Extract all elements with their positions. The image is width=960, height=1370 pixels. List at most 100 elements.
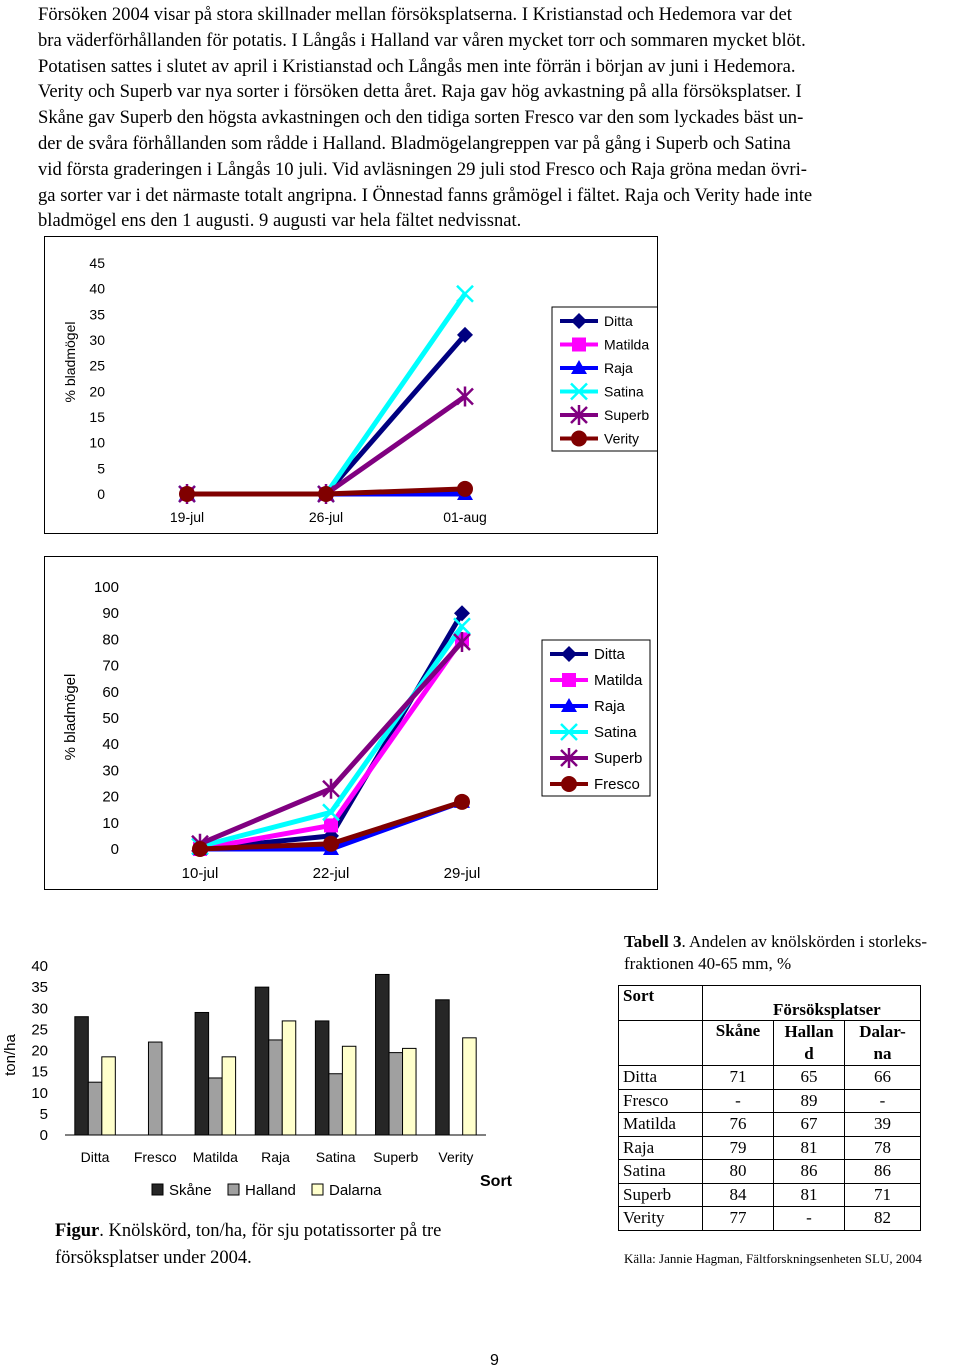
bar-skane [375,973,390,1136]
legend-label: Satina [594,724,637,741]
y-tick-label: 100 [94,579,119,596]
paragraph-line: bladmögel ens den 1 augusti. 9 augusti v… [38,210,522,232]
col-header-skane: Skåne [702,1020,774,1066]
legend-item-fresco: Fresco [550,776,640,793]
x-tick-label: Matilda [193,1149,238,1165]
paragraph-line: der de svåra förhållanden som rådde i Ha… [38,132,791,154]
y-axis-label: ton/ha [2,1033,19,1075]
bar-skane [254,986,270,1136]
x-tick-label: 29-jul [444,865,481,882]
cell-value: - [844,1088,921,1113]
legend-label: Raja [594,698,626,715]
x-tick-label: 01-aug [443,509,487,525]
series-ditta [179,326,473,502]
cell-value: 78 [844,1135,921,1160]
y-tick-label: 70 [102,658,119,675]
legend-item-matilda: Matilda [560,337,649,353]
row-sort-name: Satina [618,1159,703,1184]
table-row: Ditta 71 65 66 [618,1065,921,1090]
row-sort-name: Raja [618,1135,703,1160]
cell-value: 81 [773,1135,845,1160]
table-title-text: . Andelen av knölskörden i storleks-frak… [624,932,927,973]
bar-skane [74,1016,89,1136]
y-tick-label: 90 [102,605,119,622]
legend-label: Matilda [594,672,643,689]
table-row: Superb 84 81 71 [618,1182,921,1207]
bar-skane [194,1011,210,1136]
y-axis-label: % bladmögel [62,674,79,761]
y-tick-label: 10 [89,435,105,451]
bar-halland [147,1041,163,1136]
paragraph-line: bra väderförhållanden för potatis. I Lån… [38,29,806,51]
legend-item-matilda: Matilda [550,672,643,689]
yield-bar-chart-svg: 0 5 10 15 20 25 30 35 40 ton/ha Ditta Fresco Matilda… [2,958,513,1199]
data-point [454,793,470,810]
data-point [322,803,340,822]
series-matilda [193,632,469,856]
data-point [192,841,208,857]
legend-label: Ditta [594,646,626,663]
data-point [456,386,474,407]
y-tick-label: 10 [31,1085,48,1102]
data-point [456,284,474,303]
row-sort-name: Ditta [618,1065,703,1090]
blight-chart-2-svg: 0 10 20 30 40 50 60 70 80 90 100 % bladmögel 10-jul 2… [62,579,651,882]
series-line [187,292,468,497]
data-point [453,617,471,636]
y-tick-label: 10 [102,815,119,832]
yield-bar-chart: 0 5 10 15 20 25 30 35 40 ton/ha Ditta Fresco Matilda… [0,930,530,1215]
paragraph-line: Verity och Superb var nya sorter i försö… [38,81,802,103]
table-source: Källa: Jannie Hagman, Fältforskningsenhe… [624,1251,922,1266]
series-fresco [192,793,470,857]
y-tick-label: 45 [89,255,105,271]
row-sort-name: Superb [618,1182,703,1207]
legend-label: Verity [604,431,639,447]
table-title-label: Tabell 3 [624,932,682,951]
table-row: Matilda 76 67 39 [618,1112,921,1137]
cell-value: 80 [702,1159,774,1184]
legend-swatch-marker [571,430,587,447]
size-fraction-table: Sort Försöksplatser Skåne Hallan d Dalar… [618,985,921,1231]
y-tick-label: 35 [89,306,105,322]
y-tick-label: 20 [89,383,105,399]
legend-swatch [311,1183,324,1196]
y-tick-label: 80 [102,631,119,648]
cell-value: 71 [844,1182,921,1207]
page-number: 9 [490,1352,499,1369]
legend-item-verity: Verity [560,430,639,447]
y-tick-label: 15 [31,1064,48,1081]
y-tick-label: 30 [102,762,119,779]
legend-label: Raja [604,360,633,376]
y-tick-label: 5 [40,1106,48,1123]
legend-label: Halland [245,1182,296,1199]
paragraph-line: Potatisen sattes i slutet av april i Kri… [38,55,796,77]
row-sort-name: Fresco [618,1088,703,1113]
col-header-group: Försöksplatser [702,985,921,1021]
table-row: Fresco -89- [618,1088,921,1113]
blight-chart-2: 0 10 20 30 40 50 60 70 80 90 100 % bladmögel 10-jul 2… [44,556,658,890]
figure-caption-text: . Knölskörd, ton/ha, för sju potatissort… [55,1221,442,1268]
paragraph-line: Försöken 2004 visar på stora skillnader … [38,4,792,25]
series-line [187,394,467,497]
x-tick-label: Satina [316,1149,356,1165]
data-point [324,818,338,833]
bar-halland [208,1077,223,1136]
y-tick-label: 15 [89,409,105,425]
bar-dalarna [341,1045,357,1136]
data-point [457,480,473,497]
legend-label: Superb [604,407,649,423]
y-tick-label: 20 [102,789,119,806]
legend-swatch-marker [561,698,577,712]
legend-label: Fresco [594,776,640,793]
legend-item-raja: Raja [550,698,626,715]
x-tick-label: Ditta [81,1149,110,1165]
data-point [453,632,471,653]
legend-swatch-marker [561,776,577,792]
table-row: Verity 77-82 [618,1206,921,1231]
cell-value: 79 [702,1135,774,1160]
x-tick-label: 22-jul [313,865,350,882]
cell-value: - [773,1206,845,1231]
cell-value: 77 [702,1206,774,1231]
legend-item-dalarna: Dalarna [311,1182,382,1199]
bar-skane [314,1020,330,1136]
